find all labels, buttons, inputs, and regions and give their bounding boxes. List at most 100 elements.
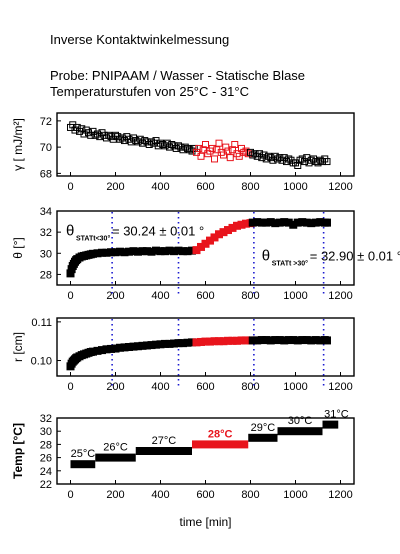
theta-x-tick-label: 1200 — [328, 290, 352, 302]
gamma-data-point — [307, 156, 315, 164]
radius-x-tick-label: 1200 — [328, 381, 352, 393]
gamma-data-point — [280, 154, 288, 162]
gamma-plot-frame — [56, 112, 355, 177]
radius-x-tick-label: 600 — [196, 381, 214, 393]
radius-x-tick-label: 800 — [241, 381, 259, 393]
temperature-x-tick-label: 0 — [67, 489, 73, 501]
temperature-x-tick-label: 800 — [241, 489, 259, 501]
gamma-data-point — [240, 148, 248, 156]
radius-x-tick-label: 200 — [106, 381, 124, 393]
gamma-data-point — [78, 125, 86, 133]
gamma-data-point — [136, 135, 144, 143]
gamma-data-point — [249, 151, 257, 159]
gamma-x-tick-label: 1200 — [328, 181, 352, 193]
temperature-step-label: 30°C — [288, 415, 313, 427]
gamma-data-point — [190, 144, 198, 152]
temperature-y-tick-label: 24 — [40, 466, 52, 478]
gamma-data-point — [80, 130, 88, 138]
theta-x-tick-label: 1000 — [283, 290, 307, 302]
temperature-step-label: 29°C — [251, 422, 276, 434]
gamma-y-tick-label: 70 — [40, 142, 52, 154]
gamma-data-point — [294, 162, 302, 169]
gamma-data-point — [121, 137, 128, 145]
gamma-data-point — [269, 156, 277, 164]
gamma-data-point — [163, 139, 171, 147]
temperature-y-tick-label: 32 — [40, 413, 52, 425]
temperature-step-label: 25°C — [71, 448, 96, 460]
temperature-x-tick-label: 600 — [196, 489, 214, 501]
radius-series-trace — [196, 338, 251, 345]
gamma-data-point — [215, 139, 223, 147]
theta-annotation-subscript: STATt >30° — [272, 260, 308, 268]
gamma-data-point — [323, 158, 331, 166]
gamma-data-point — [256, 150, 263, 158]
temperature-x-tick-label: 200 — [106, 489, 124, 501]
gamma-data-point — [220, 151, 227, 159]
gamma-data-point — [229, 146, 236, 154]
gamma-data-point — [231, 141, 239, 148]
radius-y-axis-label: r [cm] — [11, 332, 25, 362]
theta-x-tick-label: 400 — [151, 290, 169, 302]
theta-annotation-value: = 30.24 ± 0.01 ° — [112, 223, 204, 238]
gamma-data-point — [301, 158, 308, 166]
temperature-range: Temperaturstufen von 25°C - 31°C — [50, 84, 249, 99]
theta-annotation-value: = 32.90 ± 0.01 ° — [310, 249, 400, 264]
gamma-data-point — [127, 138, 135, 146]
gamma-x-tick-label: 800 — [241, 181, 259, 193]
temperature-step-bar — [70, 460, 96, 469]
gamma-data-point — [96, 133, 104, 141]
temperature-step-bar — [248, 433, 278, 442]
gamma-data-point — [202, 141, 209, 148]
gamma-x-tick-label: 200 — [106, 181, 124, 193]
gamma-data-point — [159, 141, 167, 148]
temperature-step-bar — [277, 427, 323, 436]
gamma-data-point — [296, 156, 304, 164]
theta-series-trace — [195, 221, 251, 252]
theta-y-tick-label: 28 — [40, 269, 52, 281]
radius-y-tick-label: 0.11 — [31, 317, 52, 329]
theta-series-trace — [68, 248, 193, 274]
theta-series-trace — [252, 220, 327, 227]
gamma-data-point — [224, 147, 232, 155]
gamma-data-point — [73, 123, 81, 131]
theta-x-tick-label: 600 — [196, 290, 214, 302]
temperature-step-label: 31°C — [324, 409, 349, 421]
gamma-data-point — [244, 150, 252, 158]
theta-annotation-symbol: θ — [262, 248, 270, 265]
theta-y-tick-label: 32 — [40, 227, 52, 239]
gamma-data-point — [195, 144, 203, 152]
figure-title: Inverse Kontaktwinkelmessung — [50, 32, 230, 47]
temperature-step-bar — [135, 447, 192, 455]
temperature-x-axis-label: time [min] — [179, 515, 231, 529]
temperature-y-tick-label: 22 — [40, 479, 52, 491]
temperature-x-tick-label: 400 — [151, 489, 169, 501]
gamma-data-point — [199, 146, 207, 154]
gamma-data-point — [116, 135, 124, 143]
gamma-x-tick-label: 1000 — [283, 181, 307, 193]
gamma-data-point — [274, 155, 281, 163]
gamma-data-point — [141, 137, 149, 145]
radius-x-tick-label: 0 — [67, 381, 73, 393]
gamma-y-tick-label: 72 — [40, 116, 52, 128]
temperature-step-label: 27°C — [152, 435, 177, 447]
gamma-data-point — [235, 152, 243, 160]
theta-y-tick-label: 30 — [40, 248, 52, 260]
theta-annotation-subscript: STATt<30° — [76, 234, 110, 242]
temperature-y-tick-label: 26 — [40, 453, 52, 465]
gamma-data-point — [316, 156, 324, 164]
gamma-y-axis-label: γ [ mJ/m²] — [11, 118, 25, 171]
temperature-y-tick-label: 28 — [40, 439, 52, 451]
temperature-step-bar — [192, 440, 249, 449]
gamma-y-tick-label: 68 — [40, 168, 52, 180]
temperature-y-tick-label: 30 — [40, 426, 52, 438]
gamma-data-point — [112, 131, 119, 139]
temperature-step-bar — [95, 453, 136, 462]
temperature-step-bar — [322, 420, 339, 429]
temperature-step-label: 28°C — [208, 428, 233, 440]
gamma-x-tick-label: 600 — [196, 181, 214, 193]
gamma-data-point — [148, 138, 155, 146]
gamma-data-point — [105, 131, 113, 139]
theta-x-tick-label: 800 — [241, 290, 259, 302]
gamma-data-point — [197, 152, 205, 160]
